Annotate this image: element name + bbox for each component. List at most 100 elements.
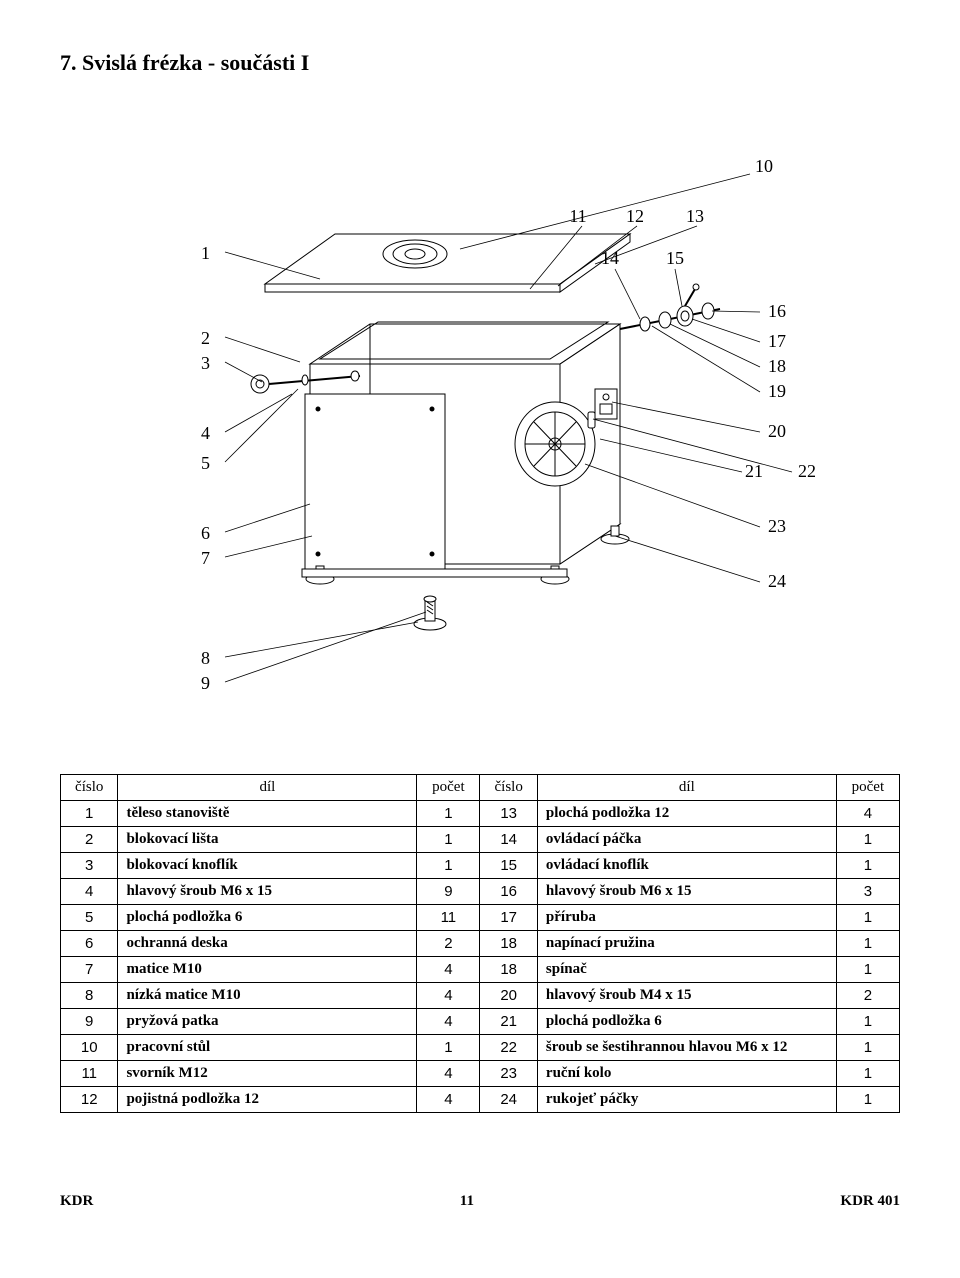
cell-number: 10: [61, 1035, 118, 1061]
cell-number: 2: [61, 827, 118, 853]
cell-count: 3: [836, 879, 899, 905]
svg-text:1: 1: [201, 243, 210, 263]
cell-part: těleso stanoviště: [118, 801, 417, 827]
cell-count: 4: [836, 801, 899, 827]
cell-part: ovládací páčka: [537, 827, 836, 853]
footer-center: 11: [460, 1193, 474, 1210]
table-row: 12pojistná podložka 12424rukojeť páčky1: [61, 1087, 900, 1113]
cell-count: 1: [836, 957, 899, 983]
svg-text:7: 7: [201, 548, 210, 568]
cell-part: hlavový šroub M6 x 15: [118, 879, 417, 905]
cell-part: ovládací knoflík: [537, 853, 836, 879]
table-header-row: číslo díl počet číslo díl počet: [61, 775, 900, 801]
col-pocet-1: počet: [417, 775, 480, 801]
cell-part: hlavový šroub M6 x 15: [537, 879, 836, 905]
svg-text:3: 3: [201, 353, 210, 373]
svg-text:13: 13: [686, 206, 704, 226]
cell-count: 1: [836, 1087, 899, 1113]
cell-count: 1: [836, 853, 899, 879]
cell-part: matice M10: [118, 957, 417, 983]
svg-text:18: 18: [768, 356, 786, 376]
table-row: 5plochá podložka 61117příruba1: [61, 905, 900, 931]
cell-number: 5: [61, 905, 118, 931]
cell-part: nízká matice M10: [118, 983, 417, 1009]
table-row: 11svorník M12423ruční kolo1: [61, 1061, 900, 1087]
svg-text:20: 20: [768, 421, 786, 441]
svg-text:12: 12: [626, 206, 644, 226]
cell-number: 18: [480, 931, 537, 957]
cell-number: 18: [480, 957, 537, 983]
cell-number: 24: [480, 1087, 537, 1113]
cell-count: 1: [417, 827, 480, 853]
cell-number: 6: [61, 931, 118, 957]
table-row: 3blokovací knoflík115ovládací knoflík1: [61, 853, 900, 879]
col-dil-2: díl: [537, 775, 836, 801]
svg-text:21: 21: [745, 461, 763, 481]
cell-part: pracovní stůl: [118, 1035, 417, 1061]
svg-text:8: 8: [201, 648, 210, 668]
cell-count: 1: [417, 1035, 480, 1061]
table-row: 10pracovní stůl122šroub se šestihrannou …: [61, 1035, 900, 1061]
cell-count: 4: [417, 957, 480, 983]
cell-part: šroub se šestihrannou hlavou M6 x 12: [537, 1035, 836, 1061]
cell-number: 21: [480, 1009, 537, 1035]
cell-part: svorník M12: [118, 1061, 417, 1087]
cell-count: 1: [836, 905, 899, 931]
diagram-svg: 1 2 3 4 5 6 7 8 9 10 11 12 13 14 15 16 1…: [60, 104, 900, 744]
table-row: 8nízká matice M10420hlavový šroub M4 x 1…: [61, 983, 900, 1009]
cell-number: 16: [480, 879, 537, 905]
cell-part: pojistná podložka 12: [118, 1087, 417, 1113]
cell-number: 7: [61, 957, 118, 983]
cell-count: 1: [836, 827, 899, 853]
cell-part: plochá podložka 12: [537, 801, 836, 827]
cell-count: 9: [417, 879, 480, 905]
svg-text:11: 11: [569, 206, 586, 226]
cell-count: 1: [836, 1035, 899, 1061]
cell-part: spínač: [537, 957, 836, 983]
table-row: 6ochranná deska218napínací pružina1: [61, 931, 900, 957]
table-row: 2blokovací lišta114ovládací páčka1: [61, 827, 900, 853]
cell-part: pryžová patka: [118, 1009, 417, 1035]
svg-text:6: 6: [201, 523, 210, 543]
cell-number: 1: [61, 801, 118, 827]
cell-number: 17: [480, 905, 537, 931]
cell-count: 2: [417, 931, 480, 957]
col-dil-1: díl: [118, 775, 417, 801]
cell-number: 20: [480, 983, 537, 1009]
cell-number: 3: [61, 853, 118, 879]
cell-count: 4: [417, 983, 480, 1009]
cell-count: 1: [417, 801, 480, 827]
cell-number: 4: [61, 879, 118, 905]
svg-text:10: 10: [755, 156, 773, 176]
cell-count: 1: [836, 931, 899, 957]
svg-text:24: 24: [768, 571, 786, 591]
col-cislo-1: číslo: [61, 775, 118, 801]
cell-count: 1: [836, 1009, 899, 1035]
exploded-diagram: 1 2 3 4 5 6 7 8 9 10 11 12 13 14 15 16 1…: [60, 104, 900, 744]
svg-text:14: 14: [601, 248, 619, 268]
cell-count: 2: [836, 983, 899, 1009]
table-row: 4hlavový šroub M6 x 15916hlavový šroub M…: [61, 879, 900, 905]
cell-part: napínací pružina: [537, 931, 836, 957]
svg-text:19: 19: [768, 381, 786, 401]
svg-text:5: 5: [201, 453, 210, 473]
cell-part: plochá podložka 6: [118, 905, 417, 931]
cell-number: 15: [480, 853, 537, 879]
col-cislo-2: číslo: [480, 775, 537, 801]
col-pocet-2: počet: [836, 775, 899, 801]
cell-number: 23: [480, 1061, 537, 1087]
cell-part: blokovací knoflík: [118, 853, 417, 879]
cell-number: 13: [480, 801, 537, 827]
svg-text:16: 16: [768, 301, 786, 321]
cell-part: blokovací lišta: [118, 827, 417, 853]
page-footer: KDR 11 KDR 401: [60, 1193, 900, 1210]
cell-count: 4: [417, 1061, 480, 1087]
cell-count: 11: [417, 905, 480, 931]
svg-text:15: 15: [666, 248, 684, 268]
svg-text:2: 2: [201, 328, 210, 348]
cell-part: plochá podložka 6: [537, 1009, 836, 1035]
svg-text:22: 22: [798, 461, 816, 481]
svg-text:4: 4: [201, 423, 210, 443]
table-row: 7matice M10418spínač1: [61, 957, 900, 983]
svg-text:9: 9: [201, 673, 210, 693]
